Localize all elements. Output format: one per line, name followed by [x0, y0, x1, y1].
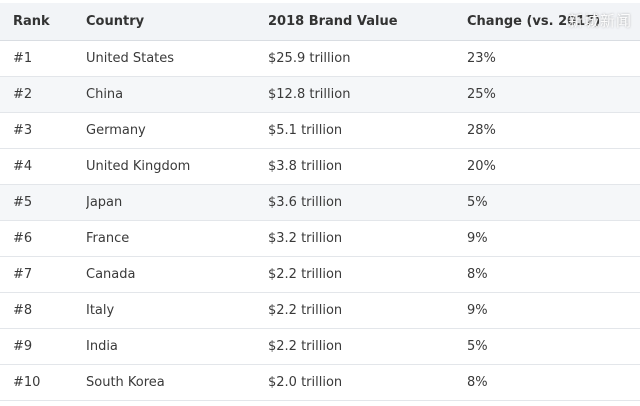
table-row: #3 Germany $5.1 trillion 28%	[0, 113, 640, 149]
table-row: #7 Canada $2.2 trillion 8%	[0, 257, 640, 293]
brand-value-cell: $12.8 trillion	[268, 87, 351, 102]
country-cell: Germany	[86, 123, 146, 138]
rank-cell: #2	[13, 87, 33, 102]
brand-value-cell: $2.2 trillion	[268, 339, 343, 354]
table-row: #4 United Kingdom $3.8 trillion 20%	[0, 149, 640, 185]
brand-value-cell: $25.9 trillion	[268, 51, 351, 66]
brand-value-cell: $5.1 trillion	[268, 123, 343, 138]
rank-cell: #6	[13, 231, 33, 246]
change-cell: 20%	[467, 159, 496, 174]
watermark-text: 新城新闻	[567, 12, 632, 30]
country-cell: Japan	[86, 195, 123, 210]
change-cell: 28%	[467, 123, 496, 138]
header-rank: Rank	[13, 14, 50, 29]
rank-cell: #5	[13, 195, 33, 210]
brand-value-cell: $3.8 trillion	[268, 159, 343, 174]
country-cell: South Korea	[86, 375, 165, 390]
rank-cell: #4	[13, 159, 33, 174]
change-cell: 25%	[467, 87, 496, 102]
change-cell: 23%	[467, 51, 496, 66]
table-header-row: Rank Country 2018 Brand Value Change (vs…	[0, 3, 640, 41]
table-row: #9 India $2.2 trillion 5%	[0, 329, 640, 365]
country-cell: France	[86, 231, 130, 246]
rank-cell: #1	[13, 51, 33, 66]
table-row: #8 Italy $2.2 trillion 9%	[0, 293, 640, 329]
country-cell: United States	[86, 51, 175, 66]
brand-value-cell: $2.0 trillion	[268, 375, 343, 390]
brand-value-cell: $3.2 trillion	[268, 231, 343, 246]
header-brand-value: 2018 Brand Value	[268, 14, 398, 29]
country-cell: United Kingdom	[86, 159, 191, 174]
change-cell: 9%	[467, 231, 488, 246]
rank-cell: #7	[13, 267, 33, 282]
table-row: #1 United States $25.9 trillion 23%	[0, 41, 640, 77]
header-country: Country	[86, 14, 145, 29]
brand-value-cell: $2.2 trillion	[268, 303, 343, 318]
rank-cell: #10	[13, 375, 41, 390]
country-cell: Italy	[86, 303, 115, 318]
change-cell: 5%	[467, 339, 488, 354]
rank-cell: #9	[13, 339, 33, 354]
change-cell: 9%	[467, 303, 488, 318]
brand-value-cell: $3.6 trillion	[268, 195, 343, 210]
table-row: #6 France $3.2 trillion 9%	[0, 221, 640, 257]
rank-cell: #8	[13, 303, 33, 318]
brand-value-cell: $2.2 trillion	[268, 267, 343, 282]
country-cell: China	[86, 87, 124, 102]
change-cell: 8%	[467, 375, 488, 390]
brand-value-table: Rank Country 2018 Brand Value Change (vs…	[0, 3, 640, 401]
country-cell: India	[86, 339, 118, 354]
header-change: Change (vs. 2017)	[467, 14, 601, 29]
table-row: #10 South Korea $2.0 trillion 8%	[0, 365, 640, 401]
table-row: #5 Japan $3.6 trillion 5%	[0, 185, 640, 221]
rank-cell: #3	[13, 123, 33, 138]
table-row: #2 China $12.8 trillion 25%	[0, 77, 640, 113]
change-cell: 5%	[467, 195, 488, 210]
change-cell: 8%	[467, 267, 488, 282]
country-cell: Canada	[86, 267, 136, 282]
